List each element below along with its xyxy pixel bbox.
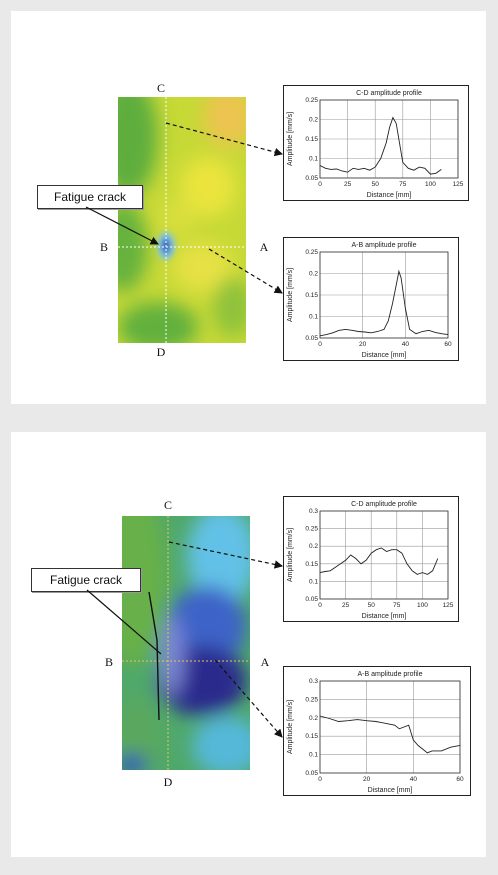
- section-label-d: D: [163, 775, 173, 789]
- x-tick-label: 20: [359, 341, 367, 348]
- y-tick-label: 0.05: [305, 335, 318, 342]
- y-tick-label: 0.3: [309, 508, 318, 515]
- x-tick-label: 0: [318, 181, 322, 188]
- y-tick-label: 0.25: [305, 526, 318, 533]
- y-tick-label: 0.05: [305, 770, 318, 777]
- y-tick-label: 0.2: [309, 543, 318, 550]
- section-label-c: C: [163, 498, 172, 512]
- y-axis-label: Amplitude [mm/s]: [287, 112, 294, 166]
- x-tick-label: 40: [410, 776, 418, 783]
- x-tick-label: 0: [318, 602, 322, 609]
- x-axis-label: Distance [mm]: [362, 352, 407, 359]
- series-line: [319, 269, 449, 337]
- map-green-region: [118, 302, 198, 343]
- plot-frame: [319, 251, 449, 339]
- section-label-a: A: [259, 240, 269, 254]
- y-tick-label: 0.1: [309, 156, 318, 163]
- y-tick-label: 0.2: [309, 715, 318, 722]
- x-tick-label: 100: [425, 181, 436, 188]
- amplitude-map-bottom-image: [122, 516, 250, 770]
- figure-panel-bottom: C D B A Fatigue crack C-D amplitude prof…: [11, 432, 486, 857]
- fatigue-crack-label: Fatigue crack: [31, 568, 141, 592]
- x-axis-label: Distance [mm]: [368, 787, 413, 794]
- x-tick-label: 125: [453, 181, 464, 188]
- y-tick-label: 0.1: [309, 578, 318, 585]
- chart-title: A-B amplitude profile: [352, 242, 417, 249]
- x-tick-label: 125: [443, 602, 454, 609]
- y-tick-label: 0.2: [309, 117, 318, 124]
- y-tick-label: 0.25: [305, 97, 318, 104]
- fatigue-crack-label: Fatigue crack: [37, 185, 143, 209]
- figure-panel-top: C D B A Fatigue crack C-D amplitude prof…: [11, 11, 486, 404]
- y-tick-label: 0.05: [305, 175, 318, 182]
- map-crack-zone: [160, 616, 184, 696]
- x-tick-label: 60: [444, 341, 452, 348]
- amplitude-map-bottom: [122, 516, 250, 770]
- y-tick-label: 0.25: [305, 696, 318, 703]
- x-tick-label: 20: [363, 776, 371, 783]
- chart-cd-bottom: C-D amplitude profile 0.05 0.1 0.15 0.2 0.25 0…: [283, 496, 459, 622]
- chart-ab-bottom: A-B amplitude profile 0.05 0.1 0.15 0.2 0.25 0…: [283, 666, 471, 796]
- chart-ab-bottom-svg: A-B amplitude profile 0.05 0.1 0.15 0.2 0.25 0…: [287, 671, 464, 794]
- series-line: [319, 547, 439, 575]
- x-axis-label: Distance [mm]: [367, 192, 412, 199]
- y-tick-label: 0.15: [305, 292, 318, 299]
- x-tick-label: 50: [368, 602, 376, 609]
- chart-title: A-B amplitude profile: [358, 671, 423, 678]
- chart-title: C-D amplitude profile: [356, 90, 422, 97]
- chart-ab-top-svg: A-B amplitude profile 0.05 0.1 0.15 0.2 0.25 0…: [287, 242, 452, 359]
- y-axis-label: Amplitude [mm/s]: [287, 528, 294, 582]
- x-tick-label: 75: [393, 602, 401, 609]
- x-tick-label: 0: [318, 776, 322, 783]
- y-tick-label: 0.15: [305, 561, 318, 568]
- x-tick-label: 40: [402, 341, 410, 348]
- x-tick-label: 25: [344, 181, 352, 188]
- chart-cd-bottom-svg: C-D amplitude profile 0.05 0.1 0.15 0.2 0.25 0…: [287, 501, 454, 620]
- chart-cd-top-svg: C-D amplitude profile 0.05 0.1 0.15 0.2 0.25 0…: [287, 90, 464, 199]
- amplitude-map-top-image: [118, 97, 246, 343]
- chart-ab-top: A-B amplitude profile 0.05 0.1 0.15 0.2 0.25 0…: [283, 237, 459, 361]
- y-tick-label: 0.3: [309, 678, 318, 685]
- x-tick-label: 100: [417, 602, 428, 609]
- series-line: [319, 715, 461, 754]
- x-tick-label: 0: [318, 341, 322, 348]
- y-tick-label: 0.1: [309, 314, 318, 321]
- map-yellow-region: [160, 199, 196, 235]
- x-tick-label: 50: [372, 181, 380, 188]
- map-yellow-region: [180, 157, 236, 217]
- x-tick-label: 25: [342, 602, 350, 609]
- plot-frame: [319, 99, 459, 179]
- section-label-b: B: [104, 655, 113, 669]
- plot-frame: [319, 680, 461, 774]
- y-axis-label: Amplitude [mm/s]: [287, 700, 294, 754]
- section-label-a: A: [260, 655, 270, 669]
- y-tick-label: 0.15: [305, 136, 318, 143]
- section-label-c: C: [156, 81, 165, 95]
- y-tick-label: 0.25: [305, 249, 318, 256]
- y-tick-label: 0.15: [305, 733, 318, 740]
- chart-title: C-D amplitude profile: [351, 501, 417, 508]
- map-green-region: [118, 97, 158, 197]
- y-tick-label: 0.2: [309, 271, 318, 278]
- section-label-d: D: [156, 345, 166, 359]
- map-blue-region: [167, 586, 247, 666]
- x-axis-label: Distance [mm]: [362, 613, 407, 620]
- x-tick-label: 60: [456, 776, 464, 783]
- series-line: [319, 116, 442, 175]
- y-tick-label: 0.05: [305, 596, 318, 603]
- plot-frame: [319, 510, 449, 600]
- x-tick-label: 75: [399, 181, 407, 188]
- chart-cd-top: C-D amplitude profile 0.05 0.1 0.15 0.2 0.25 0…: [283, 85, 469, 201]
- y-axis-label: Amplitude [mm/s]: [287, 268, 294, 322]
- section-label-b: B: [99, 240, 108, 254]
- amplitude-map-top: [118, 97, 246, 343]
- y-tick-label: 0.1: [309, 752, 318, 759]
- map-blue-region: [122, 754, 147, 770]
